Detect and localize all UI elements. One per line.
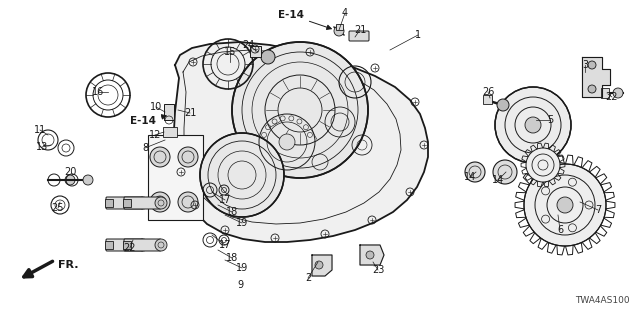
Circle shape xyxy=(232,42,368,178)
Text: 3: 3 xyxy=(582,60,588,70)
Text: 22: 22 xyxy=(605,92,618,102)
Text: 12: 12 xyxy=(149,130,161,140)
Text: 19: 19 xyxy=(236,263,248,273)
Circle shape xyxy=(150,192,170,212)
Text: 14: 14 xyxy=(492,175,504,185)
Text: 17: 17 xyxy=(219,195,231,205)
Text: 23: 23 xyxy=(372,265,384,275)
Polygon shape xyxy=(174,42,428,242)
FancyBboxPatch shape xyxy=(124,239,161,251)
Circle shape xyxy=(65,175,75,185)
Circle shape xyxy=(493,160,517,184)
Circle shape xyxy=(155,239,167,251)
Circle shape xyxy=(261,50,275,64)
Text: 20: 20 xyxy=(64,167,76,177)
FancyBboxPatch shape xyxy=(163,127,177,137)
Text: E-14: E-14 xyxy=(130,115,166,126)
Circle shape xyxy=(137,197,149,209)
Text: 17: 17 xyxy=(219,240,231,250)
Circle shape xyxy=(588,61,596,69)
FancyBboxPatch shape xyxy=(106,239,143,251)
Text: 2: 2 xyxy=(305,273,311,283)
Text: 5: 5 xyxy=(547,115,553,125)
Circle shape xyxy=(557,197,573,213)
Text: 19: 19 xyxy=(236,218,248,228)
FancyBboxPatch shape xyxy=(123,241,131,249)
Text: 14: 14 xyxy=(464,172,476,182)
Text: 21: 21 xyxy=(184,108,196,118)
Text: 21: 21 xyxy=(354,25,366,35)
Circle shape xyxy=(334,26,344,36)
Circle shape xyxy=(526,148,560,182)
Text: 11: 11 xyxy=(34,125,46,135)
FancyBboxPatch shape xyxy=(164,104,174,120)
FancyBboxPatch shape xyxy=(349,31,369,41)
Text: 18: 18 xyxy=(226,207,238,217)
FancyBboxPatch shape xyxy=(124,197,161,209)
Circle shape xyxy=(178,147,198,167)
Text: 7: 7 xyxy=(595,205,601,215)
Circle shape xyxy=(279,134,295,150)
Circle shape xyxy=(137,239,149,251)
Circle shape xyxy=(83,175,93,185)
Text: 4: 4 xyxy=(342,8,348,18)
Text: 24: 24 xyxy=(242,40,254,50)
Circle shape xyxy=(315,261,323,269)
Text: 9: 9 xyxy=(237,280,243,290)
Circle shape xyxy=(495,87,571,163)
Circle shape xyxy=(178,192,198,212)
Polygon shape xyxy=(582,57,610,97)
Text: 1: 1 xyxy=(415,30,421,40)
Text: TWA4AS100: TWA4AS100 xyxy=(575,296,630,305)
Text: E-14: E-14 xyxy=(278,10,332,29)
FancyBboxPatch shape xyxy=(483,95,492,104)
Circle shape xyxy=(588,85,596,93)
Text: 22: 22 xyxy=(124,243,136,253)
Text: 18: 18 xyxy=(226,253,238,263)
FancyBboxPatch shape xyxy=(148,135,203,220)
Text: 6: 6 xyxy=(557,225,563,235)
Circle shape xyxy=(525,117,541,133)
Polygon shape xyxy=(312,255,332,276)
Circle shape xyxy=(613,88,623,98)
FancyBboxPatch shape xyxy=(336,24,343,30)
Text: 25: 25 xyxy=(52,203,64,213)
Text: 10: 10 xyxy=(150,102,162,112)
FancyBboxPatch shape xyxy=(601,88,609,98)
FancyBboxPatch shape xyxy=(105,199,113,207)
Circle shape xyxy=(150,147,170,167)
Circle shape xyxy=(366,251,374,259)
FancyBboxPatch shape xyxy=(105,241,113,249)
Text: 26: 26 xyxy=(482,87,494,97)
Circle shape xyxy=(200,133,284,217)
Text: 15: 15 xyxy=(224,47,236,57)
Circle shape xyxy=(155,197,167,209)
Text: FR.: FR. xyxy=(58,260,79,270)
FancyBboxPatch shape xyxy=(123,199,131,207)
Text: 8: 8 xyxy=(142,143,148,153)
Polygon shape xyxy=(360,245,384,265)
FancyBboxPatch shape xyxy=(106,197,143,209)
Circle shape xyxy=(497,99,509,111)
Circle shape xyxy=(524,164,606,246)
FancyBboxPatch shape xyxy=(250,45,260,57)
Circle shape xyxy=(465,162,485,182)
Text: 16: 16 xyxy=(92,87,104,97)
Text: 13: 13 xyxy=(36,142,48,152)
